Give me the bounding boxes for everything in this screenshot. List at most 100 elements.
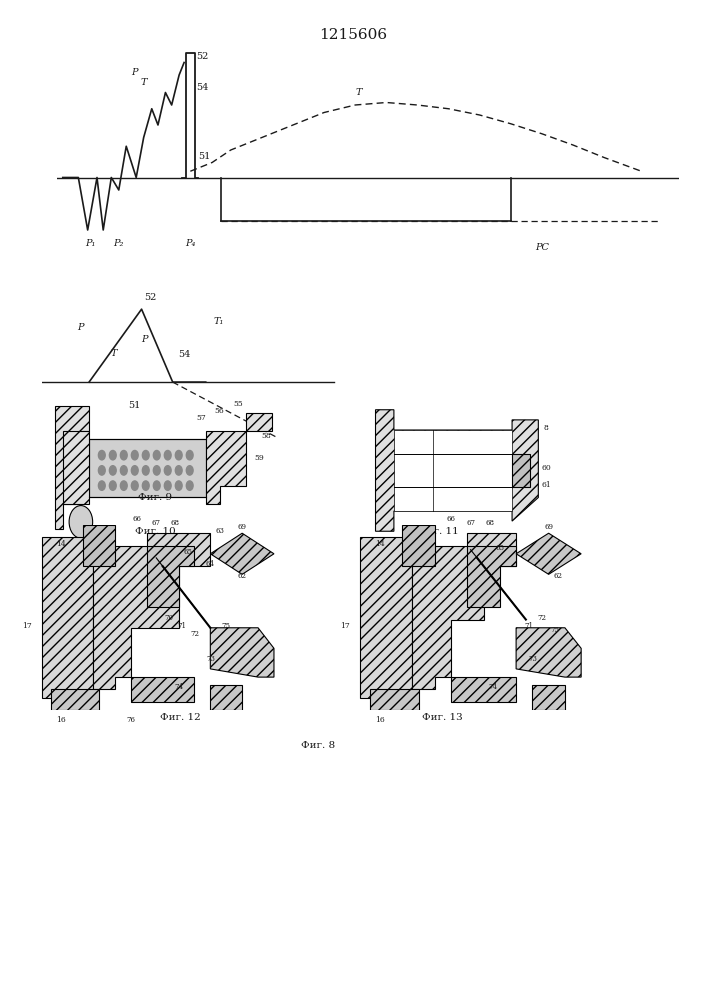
Text: Фиг. 13: Фиг. 13 [421,712,462,722]
Text: Фиг. 10: Фиг. 10 [135,528,176,536]
Text: P₁: P₁ [86,239,96,248]
Polygon shape [206,413,271,504]
Text: P₄: P₄ [185,239,196,248]
Text: 62: 62 [238,572,247,580]
Polygon shape [360,537,412,698]
Text: 54: 54 [179,350,191,359]
Polygon shape [131,677,194,702]
Text: 16: 16 [56,716,66,724]
Circle shape [187,481,193,490]
Text: 14: 14 [56,540,66,548]
Circle shape [98,450,105,460]
Text: 8: 8 [544,424,549,432]
Polygon shape [211,533,274,574]
Polygon shape [402,525,435,566]
Text: 55: 55 [233,400,243,408]
Text: Фиг. 11: Фиг. 11 [418,528,459,536]
Text: 67: 67 [152,519,160,527]
Text: 66: 66 [447,515,455,523]
Text: 17: 17 [341,622,350,630]
Polygon shape [375,410,538,531]
Text: 76: 76 [127,716,135,724]
Text: 52: 52 [197,52,209,61]
Text: 66: 66 [133,515,141,523]
Circle shape [98,466,105,475]
Text: 69: 69 [544,523,553,531]
Text: 16: 16 [375,716,385,724]
Circle shape [110,481,116,490]
Text: 1215606: 1215606 [320,28,387,42]
Text: PC: PC [257,420,270,429]
Text: 52: 52 [144,293,157,302]
Text: 61: 61 [542,481,551,489]
Polygon shape [63,431,89,504]
Text: 58: 58 [262,432,271,440]
Circle shape [132,450,138,460]
Polygon shape [467,546,516,607]
Circle shape [175,450,182,460]
Polygon shape [89,438,206,496]
Polygon shape [512,454,530,487]
Circle shape [175,466,182,475]
Text: 68: 68 [486,519,495,527]
Text: 62: 62 [554,572,563,580]
Text: 63: 63 [216,527,224,535]
Circle shape [164,481,171,490]
Circle shape [110,466,116,475]
Text: 74: 74 [174,683,183,691]
Text: T: T [110,349,117,358]
Circle shape [153,481,160,490]
Circle shape [187,450,193,460]
Text: 65: 65 [496,544,504,552]
Text: 17: 17 [23,622,33,630]
Circle shape [69,506,93,538]
Polygon shape [93,533,211,689]
Polygon shape [211,685,242,710]
Polygon shape [412,533,516,689]
Polygon shape [394,430,512,511]
Text: 69: 69 [238,523,247,531]
Polygon shape [42,537,93,698]
Text: 60: 60 [542,464,551,473]
Polygon shape [147,546,194,607]
Text: 56: 56 [215,407,224,415]
Polygon shape [516,628,581,677]
Text: 72: 72 [190,630,199,638]
Circle shape [164,466,171,475]
Text: T: T [140,78,147,87]
Circle shape [175,481,182,490]
Text: 68: 68 [171,519,180,527]
Text: PC: PC [534,243,549,252]
Text: T₁: T₁ [214,317,224,326]
Text: 73: 73 [206,655,215,663]
Circle shape [132,466,138,475]
Polygon shape [532,685,565,710]
Circle shape [142,450,149,460]
Text: 71: 71 [177,622,186,630]
Text: 71: 71 [525,622,534,630]
Text: 57: 57 [197,414,206,422]
Text: Фиг. 12: Фиг. 12 [160,712,201,722]
Text: 70: 70 [165,614,173,622]
Text: Фиг. 8: Фиг. 8 [301,742,335,750]
Circle shape [132,481,138,490]
Text: 59: 59 [254,454,264,462]
Circle shape [98,481,105,490]
Text: 75: 75 [551,626,560,634]
Circle shape [187,466,193,475]
Polygon shape [516,533,581,574]
Circle shape [110,450,116,460]
Text: 54: 54 [197,83,209,92]
Text: P: P [78,323,84,332]
Polygon shape [52,689,99,710]
Circle shape [120,481,127,490]
Circle shape [142,466,149,475]
Circle shape [142,481,149,490]
Text: P: P [141,335,148,344]
Text: 72: 72 [537,614,547,622]
Text: P: P [131,68,137,77]
Polygon shape [211,628,274,677]
Circle shape [120,466,127,475]
Text: 65: 65 [184,548,192,556]
Text: T: T [355,88,362,97]
